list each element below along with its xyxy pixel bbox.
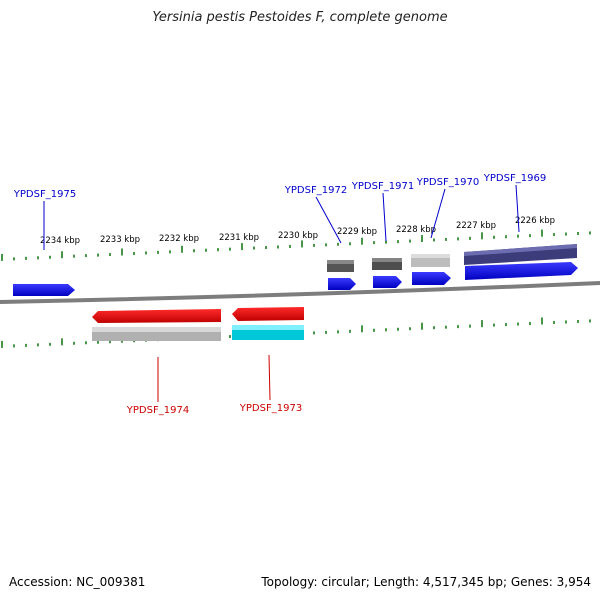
gene-label-YPDSF_1973[interactable]: YPDSF_1973 — [239, 403, 302, 414]
page-title: Yersinia pestis Pestoides F, complete ge… — [152, 10, 448, 25]
gene-label-YPDSF_1971[interactable]: YPDSF_1971 — [351, 181, 414, 192]
scale-label: 2231 kbp — [219, 233, 259, 243]
upper-tick-row — [1, 229, 591, 261]
feature-box — [92, 327, 221, 332]
scale-label: 2232 kbp — [159, 234, 199, 244]
feature-box — [327, 260, 354, 264]
gene-arrow-YPDSF_1974[interactable] — [92, 309, 221, 323]
gene-arrow-YPDSF_1975[interactable] — [13, 284, 75, 296]
gene-arrow-YPDSF_1971[interactable] — [373, 276, 402, 288]
gene-arrow-YPDSF_1972[interactable] — [328, 278, 356, 290]
gene-arrow-YPDSF_1969[interactable] — [465, 262, 578, 280]
accession-label: Accession: NC_009381 — [9, 575, 146, 589]
genome-backbone — [0, 281, 600, 304]
feature-box — [411, 254, 450, 258]
feature-box — [464, 244, 577, 256]
topology-label: Topology: circular; Length: 4,517,345 bp… — [261, 575, 591, 589]
feature-box — [232, 325, 304, 330]
scale-label: 2230 kbp — [278, 231, 318, 241]
scale-label: 2226 kbp — [515, 216, 555, 226]
gene-arrow-YPDSF_1973[interactable] — [232, 307, 304, 321]
scale-label: 2227 kbp — [456, 221, 496, 231]
gene-callout-line — [268, 354, 271, 401]
feature-box — [372, 258, 402, 262]
scale-label: 2228 kbp — [396, 225, 436, 235]
scale-label: 2234 kbp — [40, 236, 80, 246]
scale-label: 2229 kbp — [337, 227, 377, 237]
gene-callout-line — [515, 184, 520, 233]
gene-label-YPDSF_1969[interactable]: YPDSF_1969 — [483, 173, 546, 184]
gene-callout-line — [382, 192, 387, 242]
scale-label: 2233 kbp — [100, 235, 140, 245]
gene-callout-line — [315, 196, 342, 244]
gene-callout-line — [430, 188, 446, 239]
gene-label-YPDSF_1974[interactable]: YPDSF_1974 — [126, 405, 189, 416]
gene-label-YPDSF_1970[interactable]: YPDSF_1970 — [416, 177, 479, 188]
gene-arrow-YPDSF_1970[interactable] — [412, 272, 451, 285]
gene-label-YPDSF_1972[interactable]: YPDSF_1972 — [284, 185, 347, 196]
gene-label-YPDSF_1975[interactable]: YPDSF_1975 — [13, 189, 76, 200]
